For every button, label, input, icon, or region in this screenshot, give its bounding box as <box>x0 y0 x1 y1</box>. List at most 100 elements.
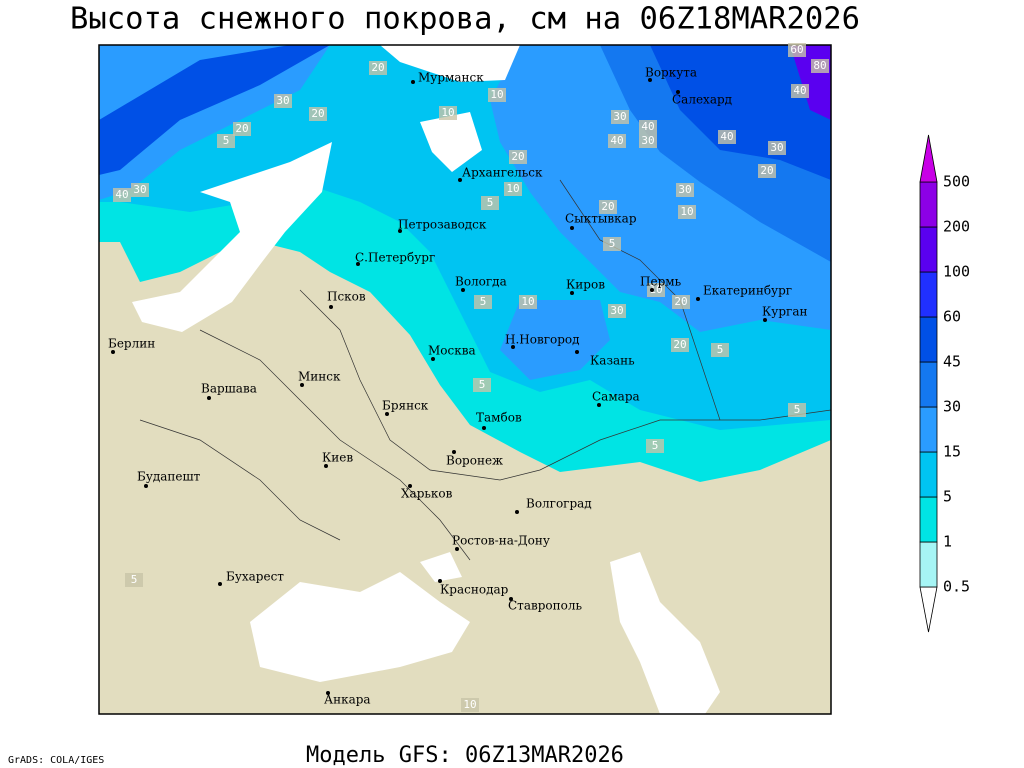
contour-label-box <box>599 200 617 214</box>
legend-label: 1 <box>943 533 952 551</box>
city-label: Ростов-на-Дону <box>452 534 550 548</box>
city-label: Вологда <box>455 275 507 289</box>
legend-label: 45 <box>943 353 961 371</box>
contour-label: 30 <box>678 183 691 196</box>
contour-label-box <box>474 295 492 309</box>
contour-label: 10 <box>506 182 519 195</box>
contour-label-box <box>608 304 626 318</box>
city-dot <box>676 90 680 94</box>
contour-label-box <box>788 43 806 57</box>
city-dot <box>356 262 360 266</box>
contour-label-box <box>481 196 499 210</box>
contour-label-box <box>639 134 657 148</box>
city-dot <box>111 350 115 354</box>
contour-label: 40 <box>115 188 128 201</box>
city-dot <box>207 396 211 400</box>
city-label: Краснодар <box>440 583 509 597</box>
city-dot <box>300 383 304 387</box>
contour-label-box <box>678 205 696 219</box>
city-dot <box>763 318 767 322</box>
snow-15-30 <box>99 45 330 200</box>
snow-15-30 <box>500 300 610 380</box>
contour-label: 30 <box>613 110 626 123</box>
contour-label: 20 <box>601 200 614 213</box>
legend-label: 60 <box>943 308 961 326</box>
contour-label-box <box>461 698 479 712</box>
contour-label-box <box>676 183 694 197</box>
city-label: Волгоград <box>526 497 592 511</box>
city-dot <box>575 350 579 354</box>
city-label: Казань <box>590 354 635 368</box>
city-dot <box>329 305 333 309</box>
contour-label: 20 <box>235 122 248 135</box>
city-dot <box>509 597 513 601</box>
contour-label: 10 <box>463 698 476 711</box>
contour-label-box <box>233 122 251 136</box>
city-label: Екатеринбург <box>703 284 792 298</box>
city-dot <box>438 579 442 583</box>
sea <box>610 552 720 714</box>
city-dot <box>452 450 456 454</box>
city-label: Н.Новгород <box>505 333 580 347</box>
legend-label: 5 <box>943 488 952 506</box>
sea <box>420 112 482 172</box>
contour-label: 10 <box>521 295 534 308</box>
contour-label-box <box>509 150 527 164</box>
contour-label-box <box>131 183 149 197</box>
city-label: Анкара <box>324 693 371 707</box>
contour-label: 30 <box>770 141 783 154</box>
city-label: Киев <box>322 451 353 465</box>
contour-label: 40 <box>793 84 806 97</box>
city-label: Мурманск <box>418 71 484 85</box>
city-dot <box>511 345 515 349</box>
city-dot <box>326 691 330 695</box>
legend-label: 200 <box>943 218 970 236</box>
contour-label: 5 <box>480 295 487 308</box>
city-label: Сыктывкар <box>565 212 637 226</box>
contour-label-box <box>504 182 522 196</box>
borders <box>139 179 831 561</box>
legend-swatch <box>919 181 938 228</box>
contour-label: 10 <box>680 205 693 218</box>
legend-label: 0.5 <box>943 578 970 596</box>
map <box>99 45 831 714</box>
city-dot <box>458 178 462 182</box>
credit: GrADS: COLA/IGES <box>8 755 104 766</box>
city-dot <box>648 78 652 82</box>
legend-swatch <box>919 541 938 588</box>
legend-swatch <box>919 496 938 543</box>
map-frame <box>98 44 832 715</box>
contour-label: 10 <box>490 88 503 101</box>
legend-label: 100 <box>943 263 970 281</box>
city-label: Варшава <box>201 382 257 396</box>
contour-label: 20 <box>674 295 687 308</box>
legend-swatch <box>919 134 938 183</box>
city-label: Курган <box>762 305 807 319</box>
contour-label: 20 <box>760 164 773 177</box>
contour-label: 40 <box>641 120 654 133</box>
city-label: Брянск <box>382 399 429 413</box>
city-dot <box>218 582 222 586</box>
city-dot <box>144 484 148 488</box>
contour-label-box <box>369 61 387 75</box>
contour-label: 5 <box>794 403 801 416</box>
city-label: Москва <box>428 344 476 358</box>
contour-label: 60 <box>790 43 803 56</box>
city-dot <box>385 412 389 416</box>
model-caption: Модель GFS: 06Z13MAR2026 <box>306 743 624 768</box>
legend-swatch <box>919 361 938 408</box>
city-label: Берлин <box>108 337 155 351</box>
city-dot <box>411 80 415 84</box>
contour-label: 10 <box>649 283 662 296</box>
contour-label-box <box>611 110 629 124</box>
legend-swatch <box>919 316 938 363</box>
city-label: Петрозаводск <box>398 218 487 232</box>
contour-label-box <box>519 295 537 309</box>
city-dot <box>696 297 700 301</box>
city-dot <box>461 288 465 292</box>
legend-swatch <box>919 271 938 318</box>
contour-label: 5 <box>717 343 724 356</box>
contour-label-box <box>788 403 806 417</box>
city-label: Бухарест <box>226 570 284 584</box>
